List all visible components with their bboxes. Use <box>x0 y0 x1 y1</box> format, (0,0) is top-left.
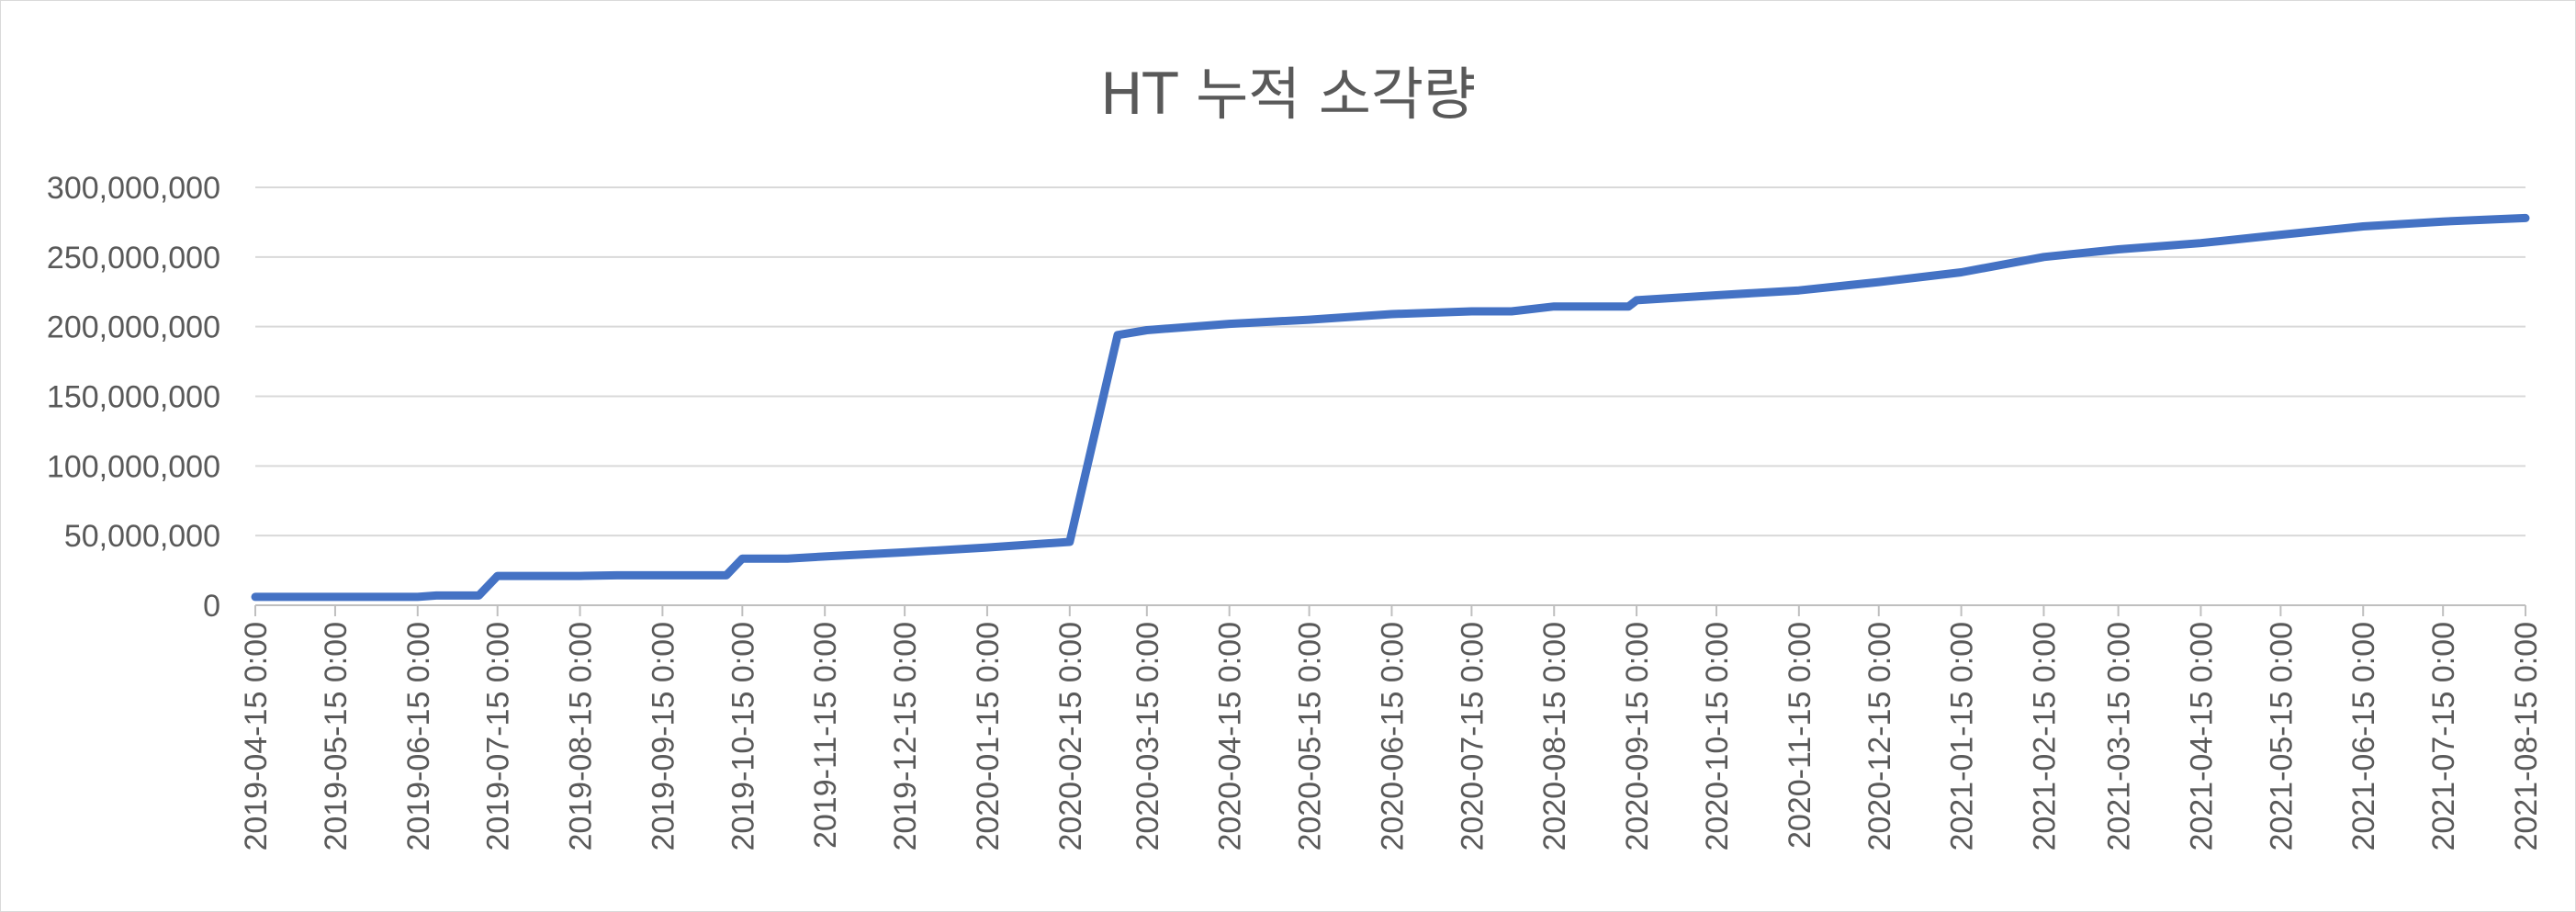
y-tick-label: 300,000,000 <box>47 171 220 206</box>
x-tick-label: 2019-09-15 0:00 <box>646 622 681 851</box>
x-tick-label: 2021-04-15 0:00 <box>2184 622 2219 851</box>
x-tick-label: 2020-09-15 0:00 <box>1620 622 1655 851</box>
x-tick-label: 2021-06-15 0:00 <box>2346 622 2381 851</box>
x-tick-label: 2020-02-15 0:00 <box>1053 622 1088 851</box>
x-tick-label: 2021-05-15 0:00 <box>2264 622 2299 851</box>
y-tick-label: 200,000,000 <box>47 310 220 345</box>
x-tick-label: 2020-05-15 0:00 <box>1293 622 1328 851</box>
x-tick-label: 2020-06-15 0:00 <box>1375 622 1410 851</box>
x-tick-label: 2019-11-15 0:00 <box>808 622 843 849</box>
x-tick-label: 2020-01-15 0:00 <box>971 622 1006 851</box>
grid-lines <box>255 186 2525 606</box>
series-layer <box>251 213 2530 602</box>
x-tick-label: 2019-12-15 0:00 <box>888 622 923 851</box>
x-tick-label: 2019-08-15 0:00 <box>564 622 599 851</box>
x-tick-label: 2021-08-15 0:00 <box>2509 622 2544 851</box>
x-tick-label: 2020-11-15 0:00 <box>1783 622 1817 849</box>
y-tick-label: 250,000,000 <box>47 241 220 276</box>
y-tick-label: 150,000,000 <box>47 380 220 415</box>
x-tick-label: 2020-04-15 0:00 <box>1213 622 1248 851</box>
y-tick-label: 0 <box>203 589 220 624</box>
x-tick-label: 2021-03-15 0:00 <box>2102 622 2137 851</box>
x-tick-label: 2020-10-15 0:00 <box>1700 622 1735 851</box>
x-tick-label: 2021-01-15 0:00 <box>1945 622 1980 851</box>
x-tick-label: 2019-06-15 0:00 <box>401 622 436 851</box>
series-line <box>251 213 2530 602</box>
x-tick-label: 2019-05-15 0:00 <box>319 622 354 851</box>
x-tick-label: 2021-02-15 0:00 <box>2027 622 2062 851</box>
y-tick-label: 50,000,000 <box>64 519 220 554</box>
x-axis: 2019-04-15 0:00 2019-05-15 0:00 2019-06-15… <box>239 605 2544 851</box>
x-tick-label: 2021-07-15 0:00 <box>2426 622 2461 851</box>
x-tick-label: 2020-03-15 0:00 <box>1131 622 1165 851</box>
x-tick-label: 2019-04-15 0:00 <box>239 622 274 851</box>
x-tick-label: 2020-08-15 0:00 <box>1537 622 1572 851</box>
x-tick-label: 2020-12-15 0:00 <box>1862 622 1897 851</box>
chart-title: HT 누적 소각량 <box>1099 61 1477 128</box>
y-axis: 0 50,000,000 100,000,000 150,000,000 200,000… <box>47 171 220 624</box>
y-tick-label: 100,000,000 <box>47 449 220 484</box>
x-tick-label: 2020-07-15 0:00 <box>1455 622 1490 851</box>
x-tick-label: 2019-07-15 0:00 <box>481 622 516 851</box>
x-tick-label: 2019-10-15 0:00 <box>726 622 760 851</box>
